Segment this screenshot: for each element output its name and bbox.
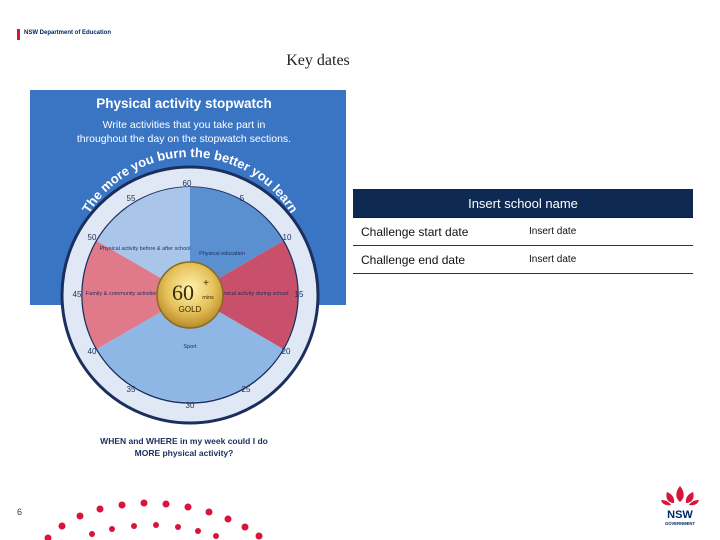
logo-text-nsw: NSW [667, 509, 693, 521]
table-header[interactable]: Insert school name [353, 189, 693, 218]
minute-mark-55: 55 [127, 194, 136, 203]
table-row: Challenge end date Insert date [353, 246, 693, 274]
minute-mark-10: 10 [283, 233, 292, 242]
physical-activity-stopwatch-poster: Physical activity stopwatch Write activi… [30, 90, 346, 458]
poster-footer-2: MORE physical activity? [135, 448, 234, 458]
label-family-community: Family & community activities [86, 291, 158, 297]
poster-heading: Physical activity stopwatch [96, 96, 272, 111]
badge-label: GOLD [179, 305, 202, 314]
segment-during-school [190, 241, 298, 349]
minute-mark-30: 30 [186, 401, 195, 410]
gold-badge [156, 261, 224, 329]
minute-mark-15: 15 [295, 290, 304, 299]
logo-text-government: GOVERNMENT [665, 521, 695, 526]
minute-mark-20: 20 [282, 347, 291, 356]
poster-subheading-1: Write activities that you take part in [103, 119, 266, 131]
label-before-after-school: Physical activity before & after school [99, 246, 190, 252]
row-label[interactable]: Challenge end date [361, 252, 466, 267]
label-during-school: Physical activity during school [215, 291, 288, 297]
row-label[interactable]: Challenge start date [361, 224, 469, 239]
nsw-government-logo: NSW GOVERNMENT [661, 486, 699, 526]
minute-mark-25: 25 [242, 385, 251, 394]
segment-before-after-school [97, 187, 190, 295]
label-physical-education: Physical education [199, 251, 245, 257]
page-number: 6 [17, 507, 23, 517]
minute-mark-45: 45 [73, 290, 82, 299]
minute-mark-40: 40 [88, 347, 97, 356]
segment-family-community [82, 241, 190, 349]
badge-number: 60 [172, 280, 194, 305]
minute-mark-5: 5 [240, 194, 245, 203]
key-dates-table: Insert school name Challenge start date … [353, 189, 693, 274]
row-value[interactable]: Insert date [529, 254, 577, 265]
table-row: Challenge start date Insert date [353, 218, 693, 246]
minute-mark-50: 50 [88, 233, 97, 242]
segment-physical-education [190, 187, 283, 295]
minute-mark-35: 35 [127, 385, 136, 394]
segment-sport [97, 295, 283, 403]
badge-plus: + [203, 278, 209, 289]
row-value[interactable]: Insert date [529, 226, 577, 237]
slide-title: Key dates [286, 52, 350, 69]
badge-unit: mins [202, 295, 214, 301]
minute-mark-60: 60 [183, 179, 192, 188]
header-accent-bar [17, 29, 20, 40]
decorative-dots [44, 499, 263, 540]
poster-subheading-2: throughout the day on the stopwatch sect… [77, 133, 291, 145]
department-name: NSW Department of Education [24, 30, 112, 36]
poster-footer-1: WHEN and WHERE in my week could I do [100, 436, 268, 446]
label-sport: Sport [183, 344, 197, 350]
